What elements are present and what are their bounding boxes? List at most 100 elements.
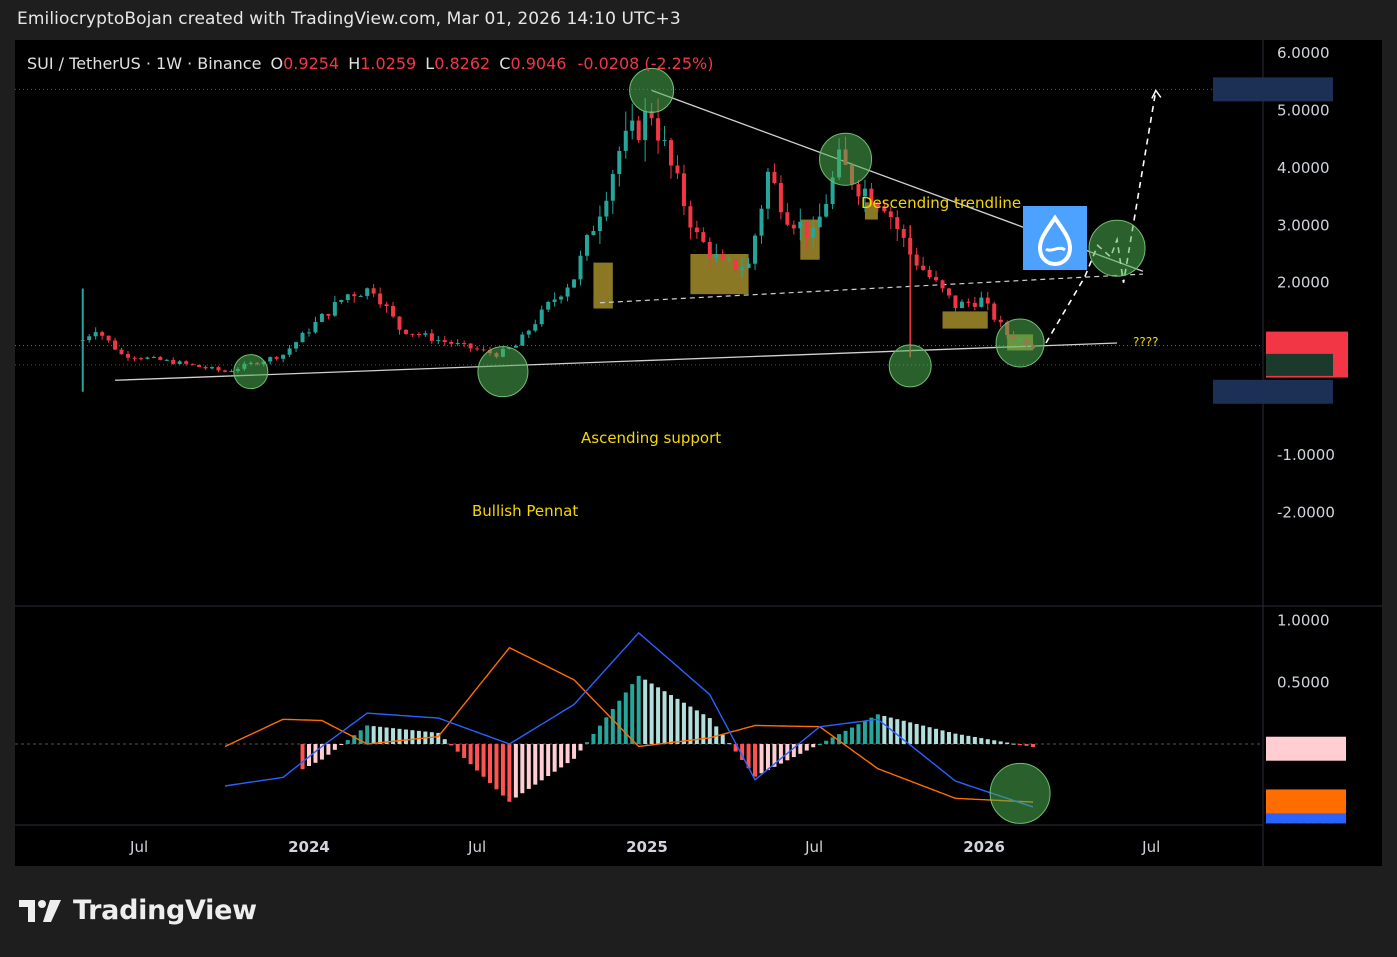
tradingview-brand[interactable]: TradingView	[17, 895, 257, 926]
candle-body	[287, 348, 292, 355]
highlight-circle	[233, 354, 269, 390]
candle-body	[830, 177, 835, 204]
candle	[946, 287, 951, 299]
candle-body	[119, 349, 124, 355]
macd-histogram-bar	[494, 744, 499, 790]
candle	[604, 191, 609, 222]
candle-body	[100, 332, 105, 336]
candle-body	[300, 332, 305, 343]
high-value: 1.0259	[360, 54, 417, 73]
neckline-dashed	[599, 273, 1143, 304]
candle-body	[229, 370, 234, 372]
candle-body	[759, 208, 764, 236]
candle-body	[862, 188, 867, 197]
candle-body	[410, 333, 415, 335]
candle-body	[171, 359, 176, 365]
candle	[765, 167, 770, 220]
candle	[345, 293, 350, 303]
candle-body	[753, 235, 758, 264]
candle-body	[720, 254, 725, 260]
candle	[449, 339, 454, 347]
candle-body	[656, 118, 661, 141]
macd-histogram-bar	[507, 744, 512, 802]
low-tag-value-bg	[1271, 379, 1333, 404]
candle	[436, 335, 441, 345]
macd-histogram-bar	[740, 744, 745, 760]
candle	[546, 300, 551, 313]
time-axis-label: Jul	[1141, 838, 1160, 856]
macd-histogram-bar	[908, 722, 913, 744]
candle-body	[462, 343, 467, 345]
candle	[966, 298, 971, 307]
macd-histogram-bar	[326, 744, 331, 755]
macd-histogram-bar	[714, 726, 719, 744]
candle-body	[856, 184, 861, 197]
candle-body	[940, 280, 945, 289]
candle-body	[281, 354, 286, 359]
candle	[824, 194, 829, 218]
time-axis-label: 2026	[963, 838, 1005, 856]
macd-histogram-bar	[746, 744, 751, 769]
macd-histogram-bar	[869, 717, 874, 744]
candle	[416, 332, 421, 338]
candle	[132, 356, 137, 362]
candle-body	[985, 297, 990, 304]
macd-histogram-bar	[1018, 744, 1023, 745]
candle	[229, 369, 234, 373]
candle	[921, 256, 926, 272]
close-label: C	[499, 54, 511, 73]
macd-histogram-bar	[656, 687, 661, 744]
candle	[959, 299, 964, 309]
macd-histogram-bar	[707, 718, 712, 744]
macd-histogram-bar	[378, 726, 383, 744]
macd-histogram-bar	[966, 735, 971, 744]
candle	[403, 329, 408, 335]
candle-body	[914, 254, 919, 266]
macd-histogram-bar	[830, 737, 835, 744]
candle	[332, 295, 337, 317]
price-tick-label: -2.0000	[1277, 503, 1335, 521]
candle	[817, 203, 822, 228]
macd-histogram-bar	[791, 744, 796, 758]
trading-chart[interactable]: Descending trendline Ascending support Bul…	[15, 40, 1382, 866]
high-tag-label-bg	[1213, 77, 1271, 102]
candle-body	[332, 302, 337, 316]
candle-body	[455, 343, 460, 345]
macd-histogram-bar	[772, 744, 777, 767]
open-label: O	[270, 54, 284, 73]
candle	[171, 357, 176, 365]
macd-histogram-bar	[946, 732, 951, 744]
candle-body	[765, 171, 770, 209]
candle	[93, 327, 98, 340]
low-label: L	[425, 54, 435, 73]
macd-histogram-bar	[914, 723, 919, 744]
candle	[882, 201, 887, 214]
candle	[326, 313, 331, 320]
candle-body	[216, 367, 221, 371]
macd-histogram-bar	[468, 744, 473, 765]
candle	[559, 295, 564, 304]
candle-body	[449, 341, 454, 344]
candle	[572, 279, 577, 289]
candle-body	[979, 297, 984, 307]
consolidation-box	[942, 311, 988, 329]
candle	[339, 299, 344, 305]
candle-body	[740, 267, 745, 270]
candle	[274, 355, 279, 361]
chart-frame[interactable]: Descending trendline Ascending support Bul…	[15, 40, 1382, 866]
candle-body	[552, 299, 557, 303]
candle-body	[365, 288, 370, 296]
candle-body	[966, 301, 971, 303]
candle-body	[953, 295, 958, 309]
candle-body	[972, 302, 977, 307]
candle	[707, 237, 712, 269]
macd-histogram-bar	[436, 732, 441, 744]
candle-body	[177, 361, 182, 365]
candle	[145, 356, 150, 360]
candle	[300, 331, 305, 343]
high-label: H	[348, 54, 361, 73]
candle-body	[546, 302, 551, 310]
candle-body	[403, 329, 408, 334]
candle-body	[313, 321, 318, 333]
macd-histogram-bar	[662, 691, 667, 744]
